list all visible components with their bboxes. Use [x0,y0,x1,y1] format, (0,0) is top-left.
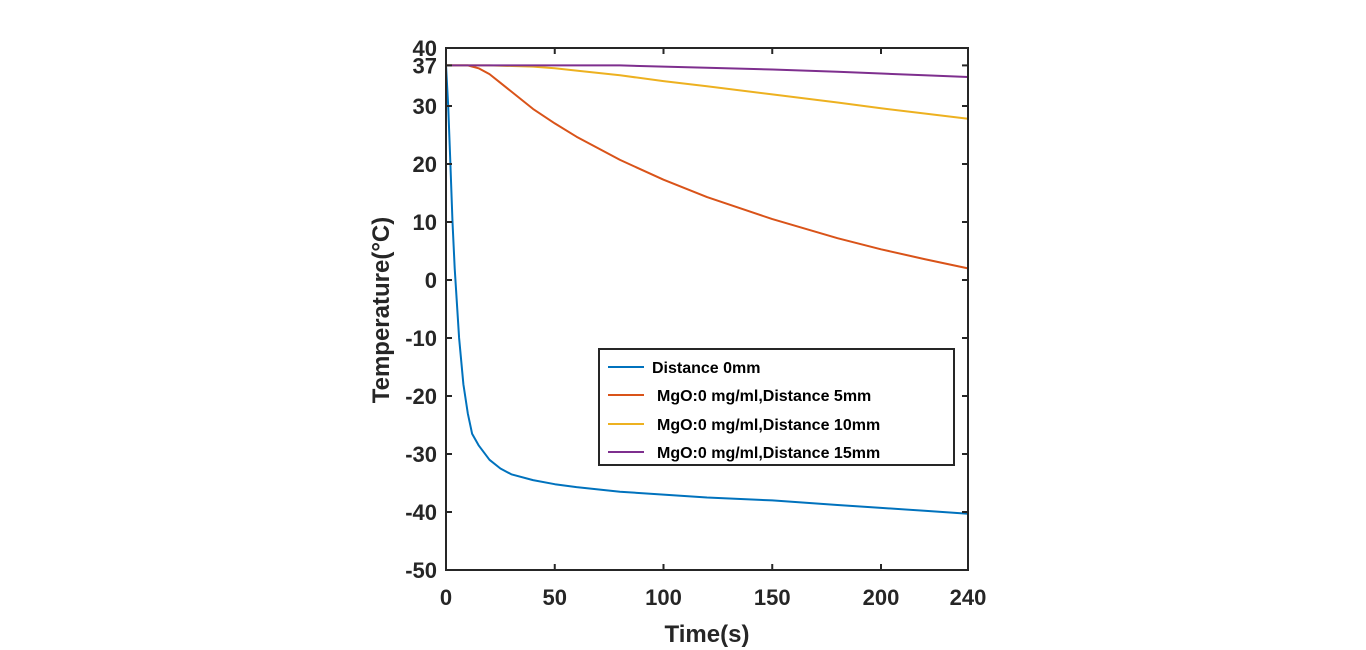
legend-label-3: MgO:0 mg/ml,Distance 10mm [657,417,880,434]
y-tick-label: 30 [413,94,437,119]
y-tick-label: -30 [405,442,437,467]
x-tick-label: 50 [543,585,567,610]
y-axis-title: Temperature(°C) [368,217,395,404]
y-tick-label: 0 [425,268,437,293]
x-tick-label: 150 [754,585,791,610]
y-tick-label: 37 [413,53,437,78]
plot-background [446,48,968,570]
x-axis-title: Time(s) [665,621,750,648]
y-tick-label: -40 [405,500,437,525]
legend-label-1: Distance 0mm [652,360,761,377]
axes-box [445,47,969,571]
axes-frame [445,47,969,571]
y-tick-label: -20 [405,384,437,409]
series-lines [445,64,969,515]
series-line-2 [445,64,969,270]
legend-label-4: MgO:0 mg/ml,Distance 15mm [657,445,880,462]
x-tick-label: 200 [863,585,900,610]
y-tick-label: 40 [413,36,437,61]
y-tick-label: 10 [413,210,437,235]
x-tick-label: 240 [950,585,987,610]
legend: Distance 0mm MgO:0 mg/ml,Distance 5mm MgO:… [598,348,955,466]
y-tick-label: 20 [413,152,437,177]
series-line-3 [445,64,969,120]
y-tick-label: -50 [405,558,437,583]
legend-entries: Distance 0mm MgO:0 mg/ml,Distance 5mm MgO:… [608,360,880,462]
axis-ticks [445,47,969,571]
x-tick-label: 100 [645,585,682,610]
legend-label-2: MgO:0 mg/ml,Distance 5mm [657,388,871,405]
plot-area [446,48,968,570]
legend-box [598,348,955,466]
x-tick-label: 0 [440,585,452,610]
series-line-1 [445,64,969,515]
tick-labels: 0 50 100 150 200 240 -50 -40 -30 -20 -10 0 10 20 30 374… [405,36,986,610]
y-tick-label: -10 [405,326,437,351]
series-line-4 [445,64,969,78]
